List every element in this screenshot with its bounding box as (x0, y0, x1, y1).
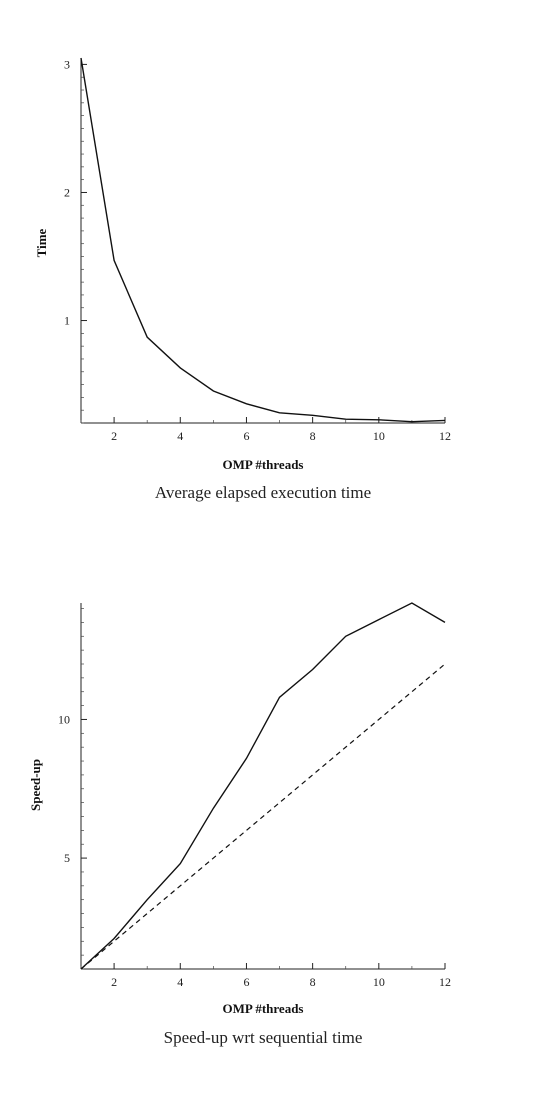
x-tick-label: 8 (310, 429, 316, 443)
x-tick-label: 8 (310, 975, 316, 989)
x-axis-title: OMP #threads (222, 1001, 303, 1016)
reference-line (80, 663, 446, 970)
x-tick-label: 6 (243, 429, 249, 443)
x-tick-label: 12 (439, 429, 451, 443)
y-tick-label: 10 (58, 712, 70, 726)
x-tick-label: 12 (439, 975, 451, 989)
chart-caption: Average elapsed execution time (155, 483, 371, 502)
series-line (80, 602, 446, 970)
y-tick-label: 2 (64, 185, 70, 199)
y-tick-label: 3 (64, 57, 70, 71)
x-tick-label: 6 (243, 975, 249, 989)
speedup-chart: 2 4 6 8 10 12 5 10 OMP #threads Speed-up Speed-… (28, 602, 451, 1047)
y-tick-label: 5 (64, 851, 70, 865)
y-axis-title: Time (34, 228, 49, 257)
x-tick-label: 10 (373, 429, 385, 443)
series-line (80, 57, 446, 423)
x-tick-label: 4 (177, 975, 183, 989)
x-tick-label: 2 (111, 975, 117, 989)
plot-area: 2 4 6 8 10 12 5 10 (58, 602, 451, 989)
x-tick-label: 4 (177, 429, 183, 443)
x-tick-label: 10 (373, 975, 385, 989)
y-tick-label: 1 (64, 314, 70, 328)
x-tick-label: 2 (111, 429, 117, 443)
x-axis-title: OMP #threads (222, 457, 303, 472)
y-axis-title: Speed-up (28, 759, 43, 811)
chart-caption: Speed-up wrt sequential time (164, 1028, 363, 1047)
